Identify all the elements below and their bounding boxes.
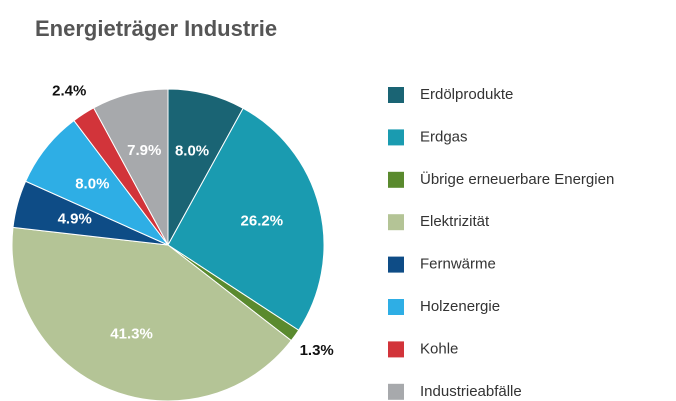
legend-label: Industrieabfälle xyxy=(420,383,522,400)
data-label: 7.9% xyxy=(127,142,161,159)
chart-title: Energieträger Industrie xyxy=(35,16,277,41)
legend-label: Kohle xyxy=(420,340,458,357)
legend-label: Erdgas xyxy=(420,128,468,145)
data-label: 1.3% xyxy=(300,342,334,359)
legend-label: Erdölprodukte xyxy=(420,86,513,103)
legend-swatch xyxy=(388,299,404,315)
data-label: 8.0% xyxy=(75,176,109,193)
legend-swatch xyxy=(388,171,404,188)
data-label: 2.4% xyxy=(52,82,86,99)
legend-swatch xyxy=(388,256,404,273)
legend-swatch xyxy=(388,214,404,231)
pie-slice xyxy=(167,107,325,331)
data-label: 26.2% xyxy=(241,213,284,230)
legend-label: Fernwärme xyxy=(420,256,496,273)
legend-label: Elektrizität xyxy=(420,213,490,230)
legend-label: Übrige erneuerbare Energien xyxy=(420,170,614,188)
legend-swatch xyxy=(388,383,404,400)
pie-slice xyxy=(11,226,292,401)
legend-label: Holzenergie xyxy=(420,298,500,315)
legend-swatch xyxy=(388,87,404,103)
pie-slice xyxy=(93,88,169,246)
legend-swatch xyxy=(388,129,404,146)
data-label: 4.9% xyxy=(58,210,92,227)
data-label: 8.0% xyxy=(175,142,209,159)
legend-swatch xyxy=(388,341,404,358)
data-label: 41.3% xyxy=(110,326,153,343)
